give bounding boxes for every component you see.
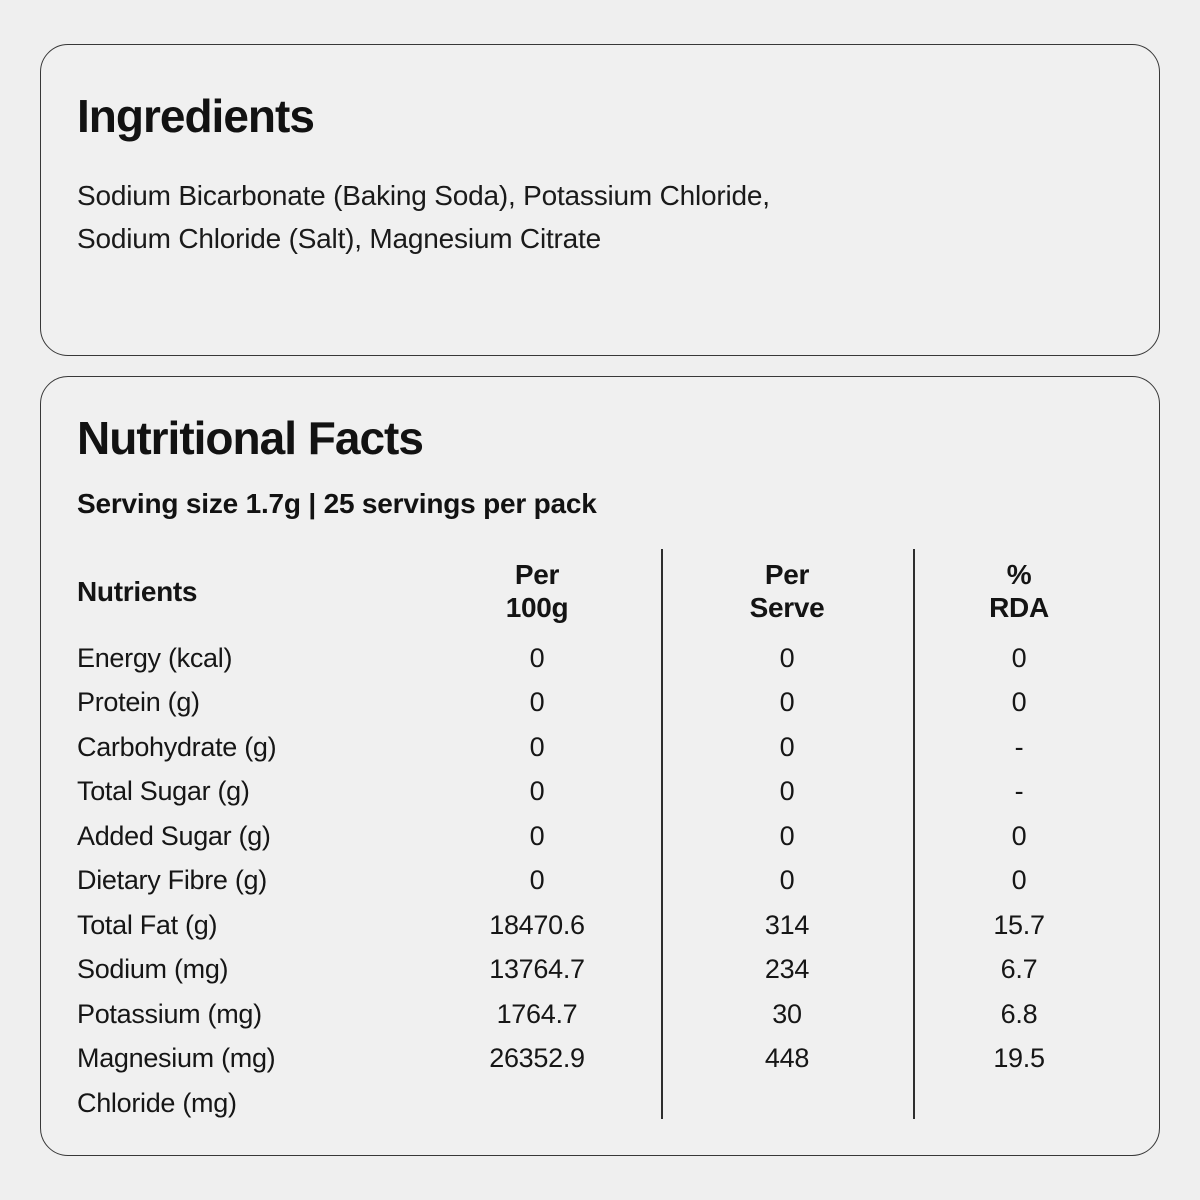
- value-rda: 0: [1011, 865, 1027, 896]
- value-rda: 19.5: [993, 1043, 1045, 1074]
- header-nutrients: Nutrients: [77, 575, 198, 607]
- table-row-added-sugar: Added Sugar (g) 0 0 0: [77, 814, 1123, 859]
- value-per-100g: 0: [529, 820, 545, 851]
- table-row-potassium: Potassium (mg) 1764.7 30 6.8: [77, 992, 1123, 1037]
- nutritional-facts-title: Nutritional Facts: [77, 412, 424, 464]
- value-per-100g: 26352.9: [489, 1043, 585, 1074]
- table-row-dietary-fibre: Dietary Fibre (g) 0 0 0: [77, 859, 1123, 904]
- value-per-100g: 0: [529, 776, 545, 807]
- value-per-100g: 0: [529, 642, 545, 673]
- value-rda: 0: [1011, 642, 1027, 673]
- nutritional-facts-card: Nutritional Facts Serving size 1.7g | 25…: [40, 376, 1160, 1156]
- table-row-total-sugar: Total Sugar (g) 0 0 -: [77, 770, 1123, 815]
- value-rda: 15.7: [993, 909, 1045, 940]
- value-rda: -: [1014, 731, 1024, 762]
- nutrient-label: Sodium (mg): [77, 954, 229, 985]
- table-row-sodium: Sodium (mg) 13764.7 234 6.7: [77, 948, 1123, 993]
- value-per-serve: 0: [779, 820, 795, 851]
- value-per-serve: 314: [764, 909, 810, 940]
- column-divider-per-serve: [913, 549, 915, 1119]
- value-per-100g: 0: [529, 731, 545, 762]
- ingredients-text: Sodium Bicarbonate (Baking Soda), Potass…: [77, 174, 1123, 260]
- nutrient-label: Potassium (mg): [77, 998, 262, 1029]
- table-row-protein: Protein (g) 0 0 0: [77, 681, 1123, 726]
- table-row-carbohydrate: Carbohydrate (g) 0 0 -: [77, 725, 1123, 770]
- value-per-100g: 0: [529, 865, 545, 896]
- ingredients-title: Ingredients: [77, 90, 315, 142]
- ingredients-text-line-2: Sodium Chloride (Salt), Magnesium Citrat…: [77, 223, 602, 254]
- nutrient-label: Protein (g): [77, 687, 200, 718]
- nutrient-label: Total Fat (g): [77, 909, 218, 940]
- value-per-100g: 13764.7: [489, 954, 585, 985]
- header-per-serve: Per Serve: [749, 559, 825, 623]
- value-rda: 6.8: [1000, 998, 1038, 1029]
- value-rda: 0: [1011, 820, 1027, 851]
- nutrient-label: Energy (kcal): [77, 642, 233, 673]
- table-row-chloride: Chloride (mg): [77, 1081, 1123, 1126]
- value-per-100g: 1764.7: [496, 998, 578, 1029]
- value-per-100g: 18470.6: [489, 909, 585, 940]
- table-body: Energy (kcal) 0 0 0 Protein (g) 0 0 0 Ca…: [77, 636, 1123, 1126]
- value-per-serve: 234: [764, 954, 810, 985]
- value-per-serve: 0: [779, 731, 795, 762]
- table-row-energy: Energy (kcal) 0 0 0: [77, 636, 1123, 681]
- ingredients-text-line-1: Sodium Bicarbonate (Baking Soda), Potass…: [77, 180, 770, 211]
- ingredients-card: Ingredients Sodium Bicarbonate (Baking S…: [40, 44, 1160, 356]
- table-header-row: Nutrients Per 100g Per Serve % RDA: [77, 558, 1123, 624]
- nutrient-label: Added Sugar (g): [77, 820, 271, 851]
- value-rda: 6.7: [1000, 954, 1038, 985]
- nutrient-label: Total Sugar (g): [77, 776, 250, 807]
- value-per-100g: 0: [529, 687, 545, 718]
- table-row-total-fat: Total Fat (g) 18470.6 314 15.7: [77, 903, 1123, 948]
- value-rda: -: [1014, 776, 1024, 807]
- value-per-serve: 0: [779, 687, 795, 718]
- nutrients-table: Nutrients Per 100g Per Serve % RDA Energ…: [77, 558, 1123, 1126]
- value-per-serve: 448: [764, 1043, 810, 1074]
- nutrient-label: Dietary Fibre (g): [77, 865, 267, 896]
- value-per-serve: 0: [779, 642, 795, 673]
- value-per-serve: 0: [779, 776, 795, 807]
- value-rda: 0: [1011, 687, 1027, 718]
- table-row-magnesium: Magnesium (mg) 26352.9 448 19.5: [77, 1037, 1123, 1082]
- value-per-serve: 0: [779, 865, 795, 896]
- header-rda: % RDA: [989, 559, 1049, 623]
- nutrient-label: Magnesium (mg): [77, 1043, 276, 1074]
- column-divider-per-100g: [661, 549, 663, 1119]
- nutrient-label: Chloride (mg): [77, 1087, 237, 1118]
- header-per-100g: Per 100g: [505, 559, 569, 623]
- value-per-serve: 30: [772, 998, 802, 1029]
- nutrient-label: Carbohydrate (g): [77, 731, 277, 762]
- serving-info: Serving size 1.7g | 25 servings per pack: [77, 488, 597, 519]
